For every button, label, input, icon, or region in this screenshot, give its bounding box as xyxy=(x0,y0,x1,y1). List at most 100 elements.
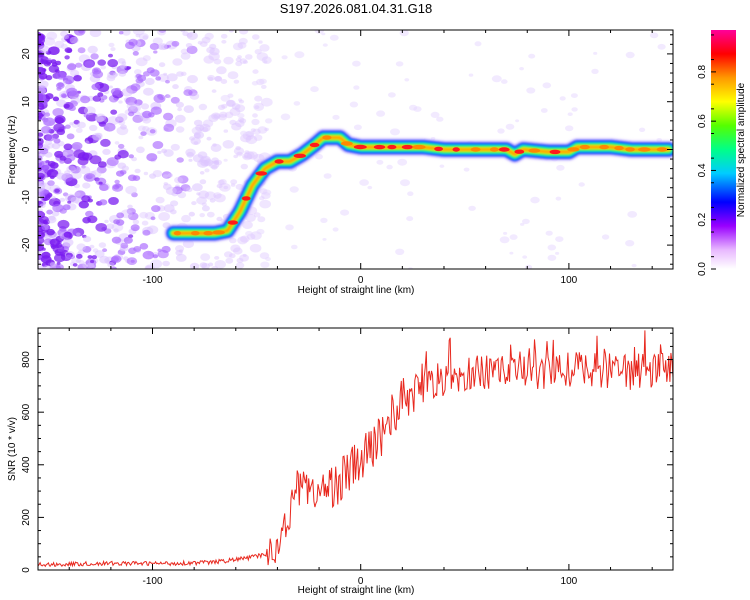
noise-blob xyxy=(79,166,91,175)
noise-blob xyxy=(542,82,552,89)
noise-blob xyxy=(406,216,414,222)
noise-blob xyxy=(263,60,268,64)
noise-blob xyxy=(142,229,151,236)
noise-blob xyxy=(111,183,124,192)
noise-blob xyxy=(376,110,386,117)
noise-blob xyxy=(230,183,236,187)
noise-blob xyxy=(142,55,151,62)
noise-blob xyxy=(75,232,81,237)
noise-blob xyxy=(237,55,242,59)
noise-blob xyxy=(242,152,253,161)
noise-blob xyxy=(138,125,146,132)
noise-blob xyxy=(139,211,149,219)
noise-blob xyxy=(56,261,61,265)
noise-blob xyxy=(238,37,248,45)
track-peak xyxy=(452,147,460,152)
noise-blob xyxy=(52,203,64,213)
noise-blob xyxy=(199,171,205,175)
noise-blob xyxy=(259,196,265,201)
noise-blob xyxy=(97,59,106,66)
noise-blob xyxy=(186,31,198,40)
noise-blob xyxy=(216,183,223,189)
noise-blob xyxy=(100,138,111,147)
noise-blob xyxy=(238,98,243,102)
noise-blob xyxy=(180,52,191,60)
noise-blob xyxy=(142,35,149,40)
noise-blob xyxy=(127,204,133,209)
noise-blob xyxy=(174,176,184,184)
noise-blob xyxy=(367,185,373,190)
noise-blob xyxy=(265,257,271,261)
noise-blob xyxy=(170,96,180,104)
noise-blob xyxy=(214,75,222,82)
noise-blob xyxy=(38,103,44,108)
noise-blob xyxy=(114,141,120,145)
noise-blob xyxy=(64,47,73,53)
noise-blob xyxy=(92,132,103,141)
noise-blob xyxy=(208,160,220,169)
noise-blob xyxy=(165,186,177,195)
noise-blob xyxy=(519,67,524,71)
noise-blob xyxy=(64,55,70,60)
noise-blob xyxy=(260,97,273,107)
noise-blob xyxy=(157,150,162,154)
noise-blob xyxy=(253,134,263,141)
noise-blob xyxy=(65,254,72,259)
noise-blob xyxy=(526,87,536,94)
noise-blob xyxy=(166,73,178,82)
noise-blob xyxy=(204,168,210,173)
noise-blob xyxy=(188,158,193,162)
noise-blob xyxy=(567,112,573,116)
heatmap-x-tick-label: 100 xyxy=(561,275,578,286)
noise-blob xyxy=(236,151,243,157)
noise-blob xyxy=(407,191,414,196)
noise-blob xyxy=(38,132,44,137)
noise-blob xyxy=(110,256,119,263)
noise-blob xyxy=(202,119,214,128)
noise-blob xyxy=(142,110,152,119)
noise-blob xyxy=(155,76,162,81)
noise-blob xyxy=(395,61,404,67)
noise-blob xyxy=(555,251,560,255)
noise-blob xyxy=(56,128,66,136)
noise-blob xyxy=(359,179,369,186)
noise-blob xyxy=(59,155,67,161)
noise-blob xyxy=(54,115,66,124)
noise-blob xyxy=(140,103,150,110)
track-peak xyxy=(401,144,413,150)
track-peak xyxy=(293,153,306,158)
noise-blob xyxy=(221,103,228,109)
noise-blob xyxy=(559,96,566,101)
noise-blob xyxy=(49,262,57,267)
noise-blob xyxy=(233,79,240,84)
noise-blob xyxy=(128,111,135,117)
noise-blob xyxy=(340,209,350,216)
heatmap-y-tick-label: 0 xyxy=(21,146,32,152)
noise-blob xyxy=(195,124,205,132)
noise-blob xyxy=(71,257,80,264)
noise-blob xyxy=(291,244,298,250)
noise-blob xyxy=(397,158,408,166)
noise-blob xyxy=(237,113,245,119)
noise-blob xyxy=(206,46,215,54)
noise-blob xyxy=(152,254,159,259)
noise-blob xyxy=(247,151,258,160)
noise-blob xyxy=(46,169,59,178)
noise-blob xyxy=(43,37,56,46)
noise-blob xyxy=(211,112,221,120)
noise-blob xyxy=(95,223,107,232)
noise-blob xyxy=(92,248,99,253)
noise-blob xyxy=(110,47,116,52)
noise-blob xyxy=(565,125,574,132)
noise-blob xyxy=(177,175,189,184)
noise-blob xyxy=(46,215,57,224)
track-peak xyxy=(340,141,353,146)
noise-blob xyxy=(189,92,200,100)
noise-blob xyxy=(349,101,359,108)
noise-blob xyxy=(503,231,508,235)
noise-blob xyxy=(170,200,179,207)
noise-blob xyxy=(254,49,262,55)
noise-blob xyxy=(224,111,234,119)
noise-blob xyxy=(81,152,93,161)
